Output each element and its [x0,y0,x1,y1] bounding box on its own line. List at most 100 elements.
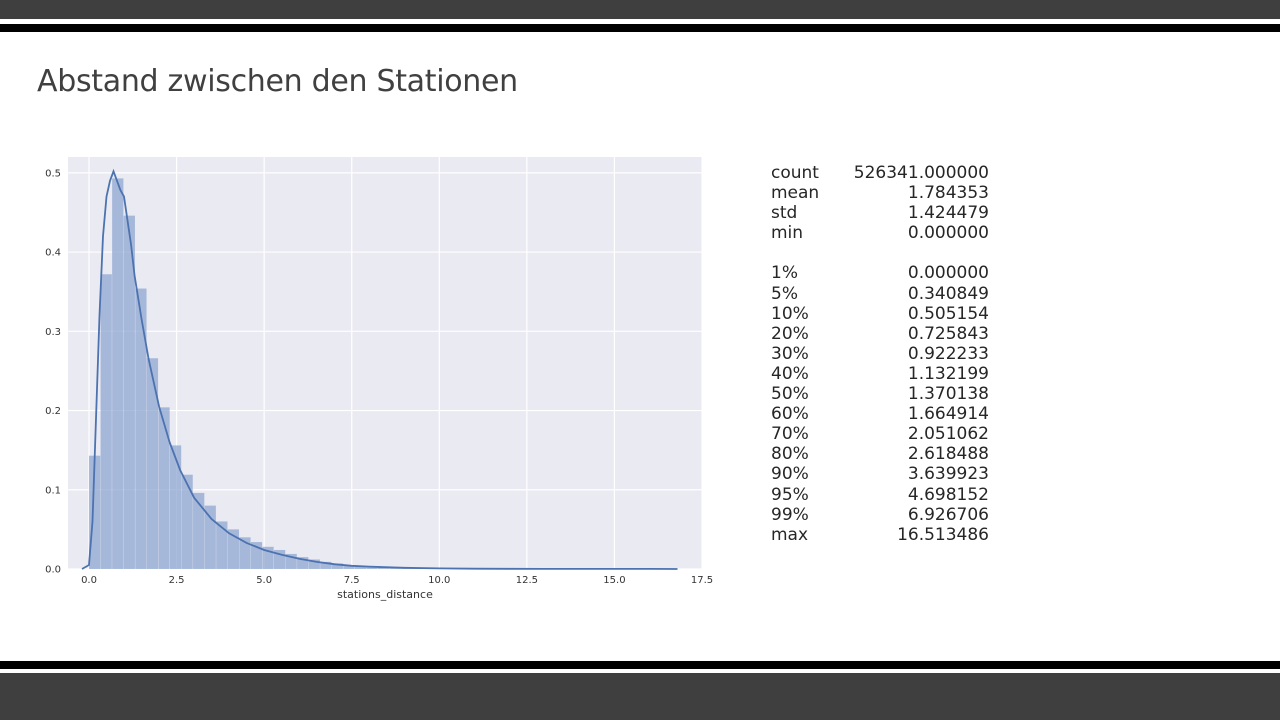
stat-key: 40% [771,363,809,384]
y-tick-label: 0.2 [45,406,61,417]
stat-key: max [771,524,809,545]
y-tick-label: 0.5 [45,168,61,179]
stat-row-60pct: 60% 1.664914 [771,404,1011,424]
stat-row-30pct: 30% 0.922233 [771,344,1011,364]
describe-statistics-table: count 526341.000000 mean 1.784353 std 1.42447… [771,163,1011,545]
x-tick-label: 17.5 [691,575,713,586]
histogram-bar [331,563,344,569]
stat-value: 1.370138 [907,384,989,405]
histogram-bar [308,559,320,569]
stat-value: 4.698152 [907,484,989,505]
stat-value: 0.000000 [907,223,989,244]
stat-value: 0.505154 [907,303,989,324]
stat-row-1pct: 1% 0.000000 [771,263,1011,283]
stat-row-std: std 1.424479 [771,203,1011,223]
histogram-bar [320,561,332,569]
stat-key: 10% [771,303,809,324]
histogram-bar [262,546,274,569]
x-tick-label: 15.0 [603,575,625,586]
stat-key: 70% [771,424,809,445]
stat-row-80pct: 80% 2.618488 [771,444,1011,464]
histogram-bar [112,178,124,569]
histogram-bar [297,557,309,569]
stat-row-70pct: 70% 2.051062 [771,424,1011,444]
stat-value: 0.922233 [907,343,989,364]
y-tick-label: 0.1 [45,485,61,496]
stat-row-10pct: 10% 0.505154 [771,304,1011,324]
histogram-bar [193,492,205,569]
stat-value: 0.000000 [907,263,989,284]
stat-key: 80% [771,444,809,465]
histogram-bar [285,553,297,569]
y-tick-label: 0.0 [45,565,61,576]
histogram-bar [135,288,147,569]
histogram-bar [216,521,228,569]
stat-key: 20% [771,323,809,344]
histogram-bar [89,455,101,569]
distance-histogram-chart: 0.0 2.5 5.0 7.5 10.0 12.5 15.0 17.5 0.0 0.1 0.2 0.3… [34,150,724,610]
stat-row-max: max 16.513486 [771,525,1011,545]
histogram-bar [123,215,135,569]
histogram-bar [239,537,251,569]
stat-row-95pct: 95% 4.698152 [771,485,1011,505]
stat-row-mean: mean 1.784353 [771,183,1011,203]
x-axis-label: stations_distance [337,588,433,601]
stat-value: 0.340849 [907,283,989,304]
top-divider-rule [0,24,1280,32]
histogram-bar [354,565,367,569]
x-tick-label: 10.0 [428,575,450,586]
stat-value: 2.618488 [907,444,989,465]
histogram-bar [250,542,263,569]
stat-key: 99% [771,504,809,525]
stat-row-99pct: 99% 6.926706 [771,505,1011,525]
stat-row-90pct: 90% 3.639923 [771,464,1011,484]
x-tick-label: 7.5 [344,575,360,586]
stat-key: 5% [771,283,798,304]
histogram-bar [227,529,239,569]
histogram-bar [169,445,182,569]
stat-key: 30% [771,343,809,364]
stat-value: 6.926706 [907,504,989,525]
tick-labels: 0.0 2.5 5.0 7.5 10.0 12.5 15.0 17.5 0.0 0.1 0.2 0.3… [45,168,713,586]
histogram-bar [366,566,378,569]
x-tick-label: 0.0 [81,575,97,586]
histogram-bar [343,565,355,569]
y-tick-label: 0.3 [45,327,61,338]
stat-value: 1.784353 [907,183,989,204]
histogram-bar [146,358,159,569]
stat-key: count [771,163,819,183]
stat-key: 60% [771,404,809,425]
slide-title: Abstand zwischen den Stationen [37,64,518,99]
histogram-bar [377,567,390,569]
x-tick-label: 2.5 [169,575,185,586]
stat-key: 50% [771,384,809,405]
y-tick-label: 0.4 [45,248,61,259]
stat-key: min [771,223,804,244]
stat-value: 526341.000000 [853,163,989,183]
stat-value: 1.132199 [907,363,989,384]
stat-key: std [771,203,798,224]
histogram-bar [181,474,193,569]
histogram-bar [100,274,112,569]
kde-line [81,168,678,570]
x-tick-label: 12.5 [516,575,538,586]
stat-key: 1% [771,263,798,284]
chart-svg: 0.0 2.5 5.0 7.5 10.0 12.5 15.0 17.5 0.0 0.1 0.2 0.3… [45,157,713,601]
histogram-bars [89,178,667,569]
histogram-bar [273,549,286,569]
stat-row-40pct: 40% 1.132199 [771,364,1011,384]
stat-key: 95% [771,484,809,505]
bottom-divider-rule [0,661,1280,669]
stat-value: 1.664914 [907,404,989,425]
stat-value: 16.513486 [897,524,989,545]
bottom-footer-band [0,673,1280,720]
top-header-band [0,0,1280,19]
stat-row-20pct: 20% 0.725843 [771,324,1011,344]
stat-key: 90% [771,464,809,485]
stat-value: 2.051062 [907,424,989,445]
histogram-bar [204,505,216,569]
stat-row-min: min 0.000000 [771,223,1011,243]
stat-value: 0.725843 [907,323,989,344]
x-tick-label: 5.0 [256,575,272,586]
histogram-bar [158,407,170,569]
